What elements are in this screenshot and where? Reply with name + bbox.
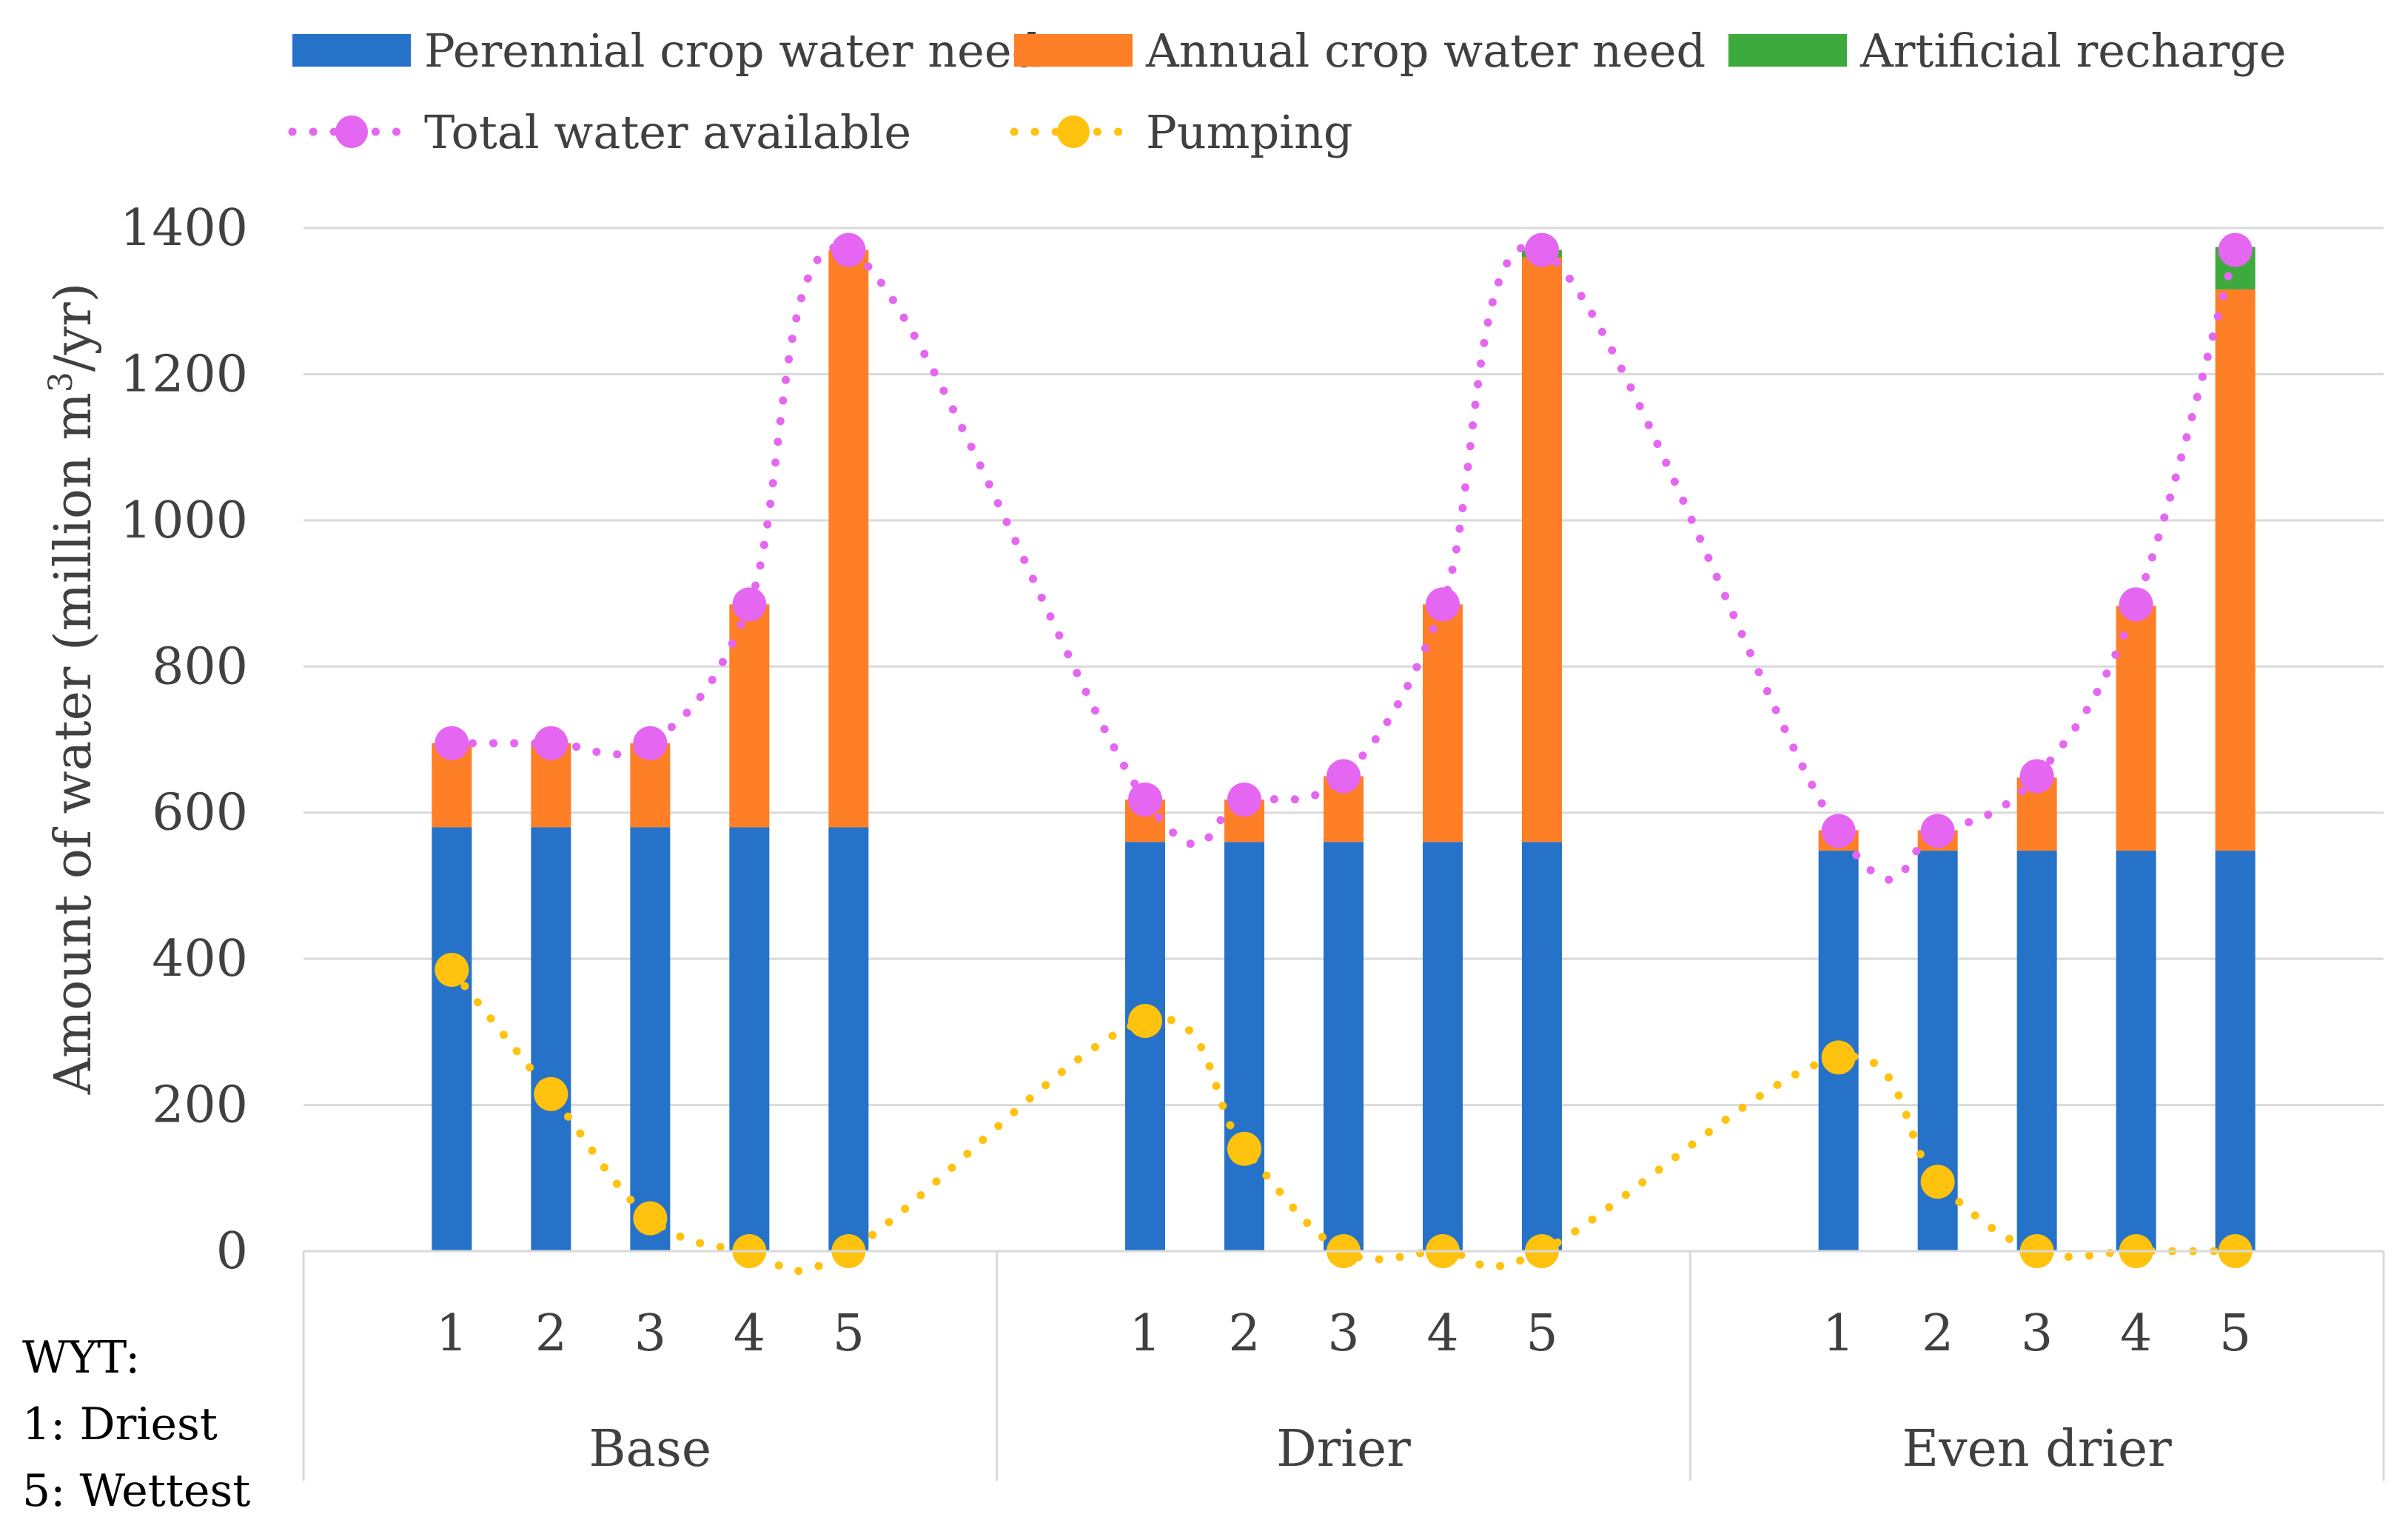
x-tick-label-even-drier-2: 2 <box>1922 1304 1953 1363</box>
marker-total-water-available-11 <box>1821 814 1856 848</box>
x-tick-label-drier-3: 3 <box>1327 1304 1359 1363</box>
bar-perennial-crop-water-need-6 <box>1125 842 1165 1251</box>
marker-total-water-available-10 <box>1525 232 1559 267</box>
marker-total-water-available-14 <box>2119 587 2153 622</box>
bar-annual-crop-water-need-14 <box>2116 606 2156 851</box>
x-tick-label-even-drier-5: 5 <box>2219 1304 2251 1363</box>
marker-pumping-1 <box>435 952 469 987</box>
marker-total-water-available-15 <box>2218 232 2253 267</box>
x-tick-label-drier-5: 5 <box>1526 1304 1557 1363</box>
bar-perennial-crop-water-need-8 <box>1324 842 1364 1251</box>
x-tick-label-base-3: 3 <box>634 1304 666 1363</box>
legend-label-pumping: Pumping <box>1146 105 1353 159</box>
x-tick-label-drier-1: 1 <box>1129 1304 1161 1363</box>
x-tick-label-drier-4: 4 <box>1426 1304 1458 1363</box>
legend-swatch-perennial-crop-water-need <box>292 34 411 67</box>
bars <box>432 247 2256 1251</box>
annotation-line-2: 1: Driest <box>22 1398 218 1450</box>
marker-total-water-available-5 <box>831 232 866 267</box>
x-tick-label-drier-2: 2 <box>1228 1304 1260 1363</box>
bar-perennial-crop-water-need-1 <box>432 827 472 1251</box>
y-axis-label: Amount of water (million m3/yr) <box>42 283 104 1095</box>
bar-perennial-crop-water-need-13 <box>2016 851 2057 1251</box>
marker-pumping-12 <box>1920 1165 1955 1199</box>
legend: Perennial crop water need Annual crop wat… <box>288 24 2287 159</box>
bar-perennial-crop-water-need-10 <box>1522 842 1562 1251</box>
marker-total-water-available-3 <box>633 726 668 760</box>
legend-swatch-annual-crop-water-need <box>1014 34 1133 67</box>
bar-annual-crop-water-need-9 <box>1423 604 1463 842</box>
marker-total-water-available-13 <box>2019 759 2054 794</box>
y-tick-label-800: 800 <box>152 637 248 696</box>
y-tick-label-200: 200 <box>152 1076 248 1135</box>
marker-total-water-available-2 <box>534 726 569 760</box>
lines <box>435 232 2253 1276</box>
y-tick-label-0: 0 <box>216 1222 248 1281</box>
y-tick-label-600: 600 <box>152 784 248 842</box>
marker-pumping-6 <box>1128 1004 1162 1039</box>
y-tick-label-1000: 1000 <box>120 492 248 550</box>
bar-perennial-crop-water-need-9 <box>1423 842 1463 1251</box>
marker-pumping-3 <box>633 1201 668 1236</box>
y-tick-label-400: 400 <box>152 930 248 988</box>
x-tick-label-even-drier-3: 3 <box>2021 1304 2053 1363</box>
x-tick-label-base-5: 5 <box>833 1304 865 1363</box>
y-tick-label-1400: 1400 <box>120 199 248 258</box>
x-tick-label-even-drier-1: 1 <box>1822 1304 1854 1363</box>
group-label-base: Base <box>589 1420 712 1478</box>
legend-label-artificial-recharge: Artificial recharge <box>1859 24 2287 78</box>
marker-total-water-available-12 <box>1920 814 1955 848</box>
line-total-water-available <box>447 242 2240 884</box>
marker-pumping-7 <box>1227 1131 1261 1166</box>
group-label-drier: Drier <box>1276 1420 1411 1478</box>
marker-total-water-available-1 <box>435 726 469 760</box>
legend-label-total-water-available: Total water available <box>424 105 911 159</box>
legend-swatch-artificial-recharge <box>1728 34 1847 67</box>
bar-perennial-crop-water-need-14 <box>2116 851 2156 1251</box>
legend-label-perennial-crop-water-need: Perennial crop water need <box>424 24 1041 78</box>
annotation-line-1: WYT: <box>22 1332 140 1384</box>
legend-marker-pumping <box>1057 115 1090 148</box>
x-tick-label-base-4: 4 <box>734 1304 765 1363</box>
marker-pumping-2 <box>534 1076 569 1111</box>
x-tick-label-base-1: 1 <box>436 1304 468 1363</box>
bar-perennial-crop-water-need-2 <box>531 827 571 1251</box>
bar-perennial-crop-water-need-3 <box>630 827 671 1251</box>
bar-perennial-crop-water-need-4 <box>729 827 770 1251</box>
legend-marker-total-water-available <box>335 115 368 148</box>
bar-perennial-crop-water-need-15 <box>2215 851 2256 1251</box>
bar-perennial-crop-water-need-5 <box>828 827 869 1251</box>
bar-annual-crop-water-need-15 <box>2215 289 2256 851</box>
marker-total-water-available-9 <box>1426 587 1460 622</box>
y-axis-ticks: 0 200 400 600 800 1000 1200 1400 <box>120 199 248 1281</box>
bar-annual-crop-water-need-5 <box>828 249 869 828</box>
x-tick-label-even-drier-4: 4 <box>2120 1304 2152 1363</box>
x-tick-label-base-2: 2 <box>535 1304 567 1363</box>
marker-total-water-available-8 <box>1327 759 1361 794</box>
annotation-line-3: 5: Wettest <box>22 1465 250 1517</box>
x-axis: 1 2 3 4 5 Base 1 2 3 4 5 Drier 1 2 3 4 5 Even drier <box>302 1250 2385 1481</box>
legend-label-annual-crop-water-need: Annual crop water need <box>1145 24 1706 78</box>
group-label-even-drier: Even drier <box>1902 1420 2173 1478</box>
marker-total-water-available-6 <box>1128 782 1162 817</box>
bar-annual-crop-water-need-10 <box>1522 257 1562 842</box>
marker-pumping-11 <box>1821 1040 1856 1075</box>
bar-perennial-crop-water-need-7 <box>1224 842 1264 1251</box>
bar-annual-crop-water-need-4 <box>729 604 770 828</box>
y-tick-label-1200: 1200 <box>120 345 248 403</box>
marker-total-water-available-7 <box>1227 782 1261 817</box>
marker-total-water-available-4 <box>732 587 767 622</box>
